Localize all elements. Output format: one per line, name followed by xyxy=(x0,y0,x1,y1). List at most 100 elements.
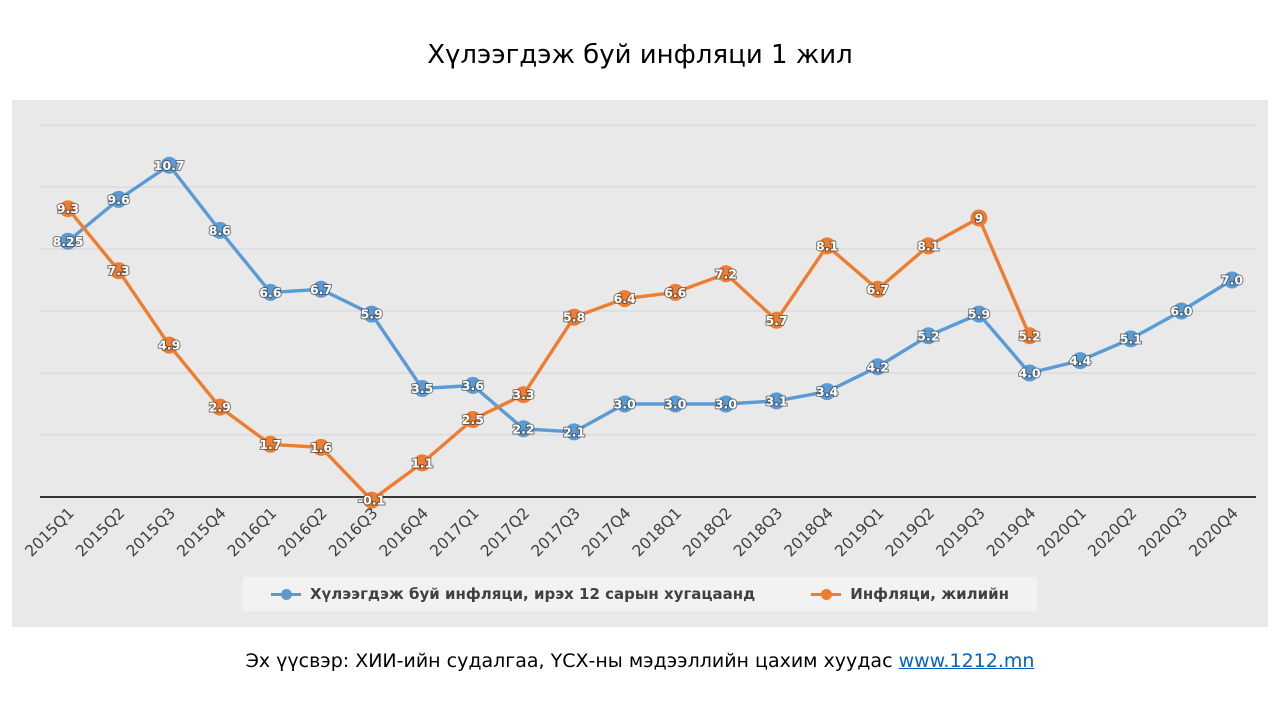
data-point xyxy=(919,237,937,255)
data-point-label: 2.9 xyxy=(209,400,231,415)
x-axis-label: 2016Q3 xyxy=(325,504,381,560)
x-axis-label: 2015Q2 xyxy=(72,504,128,560)
data-point xyxy=(1223,271,1241,289)
data-point xyxy=(363,491,381,509)
series-line-1 xyxy=(66,206,1032,502)
data-point xyxy=(464,411,482,428)
data-point-label: 8.1 xyxy=(816,238,838,253)
chart-canvas: 2015Q12015Q22015Q32015Q42016Q12016Q22016… xyxy=(22,124,1256,560)
x-axis-label: 2016Q2 xyxy=(275,504,331,560)
data-point xyxy=(616,395,634,413)
data-point-label: 6.6 xyxy=(664,285,686,300)
x-axis-label: 2017Q3 xyxy=(528,504,584,560)
data-point xyxy=(869,280,887,298)
data-point-label: 7.2 xyxy=(715,266,737,281)
data-point-label: 4.9 xyxy=(158,338,180,353)
data-point-label: 5.9 xyxy=(968,307,990,322)
data-point xyxy=(565,423,583,441)
data-point xyxy=(970,209,988,227)
data-point-label: 5.9 xyxy=(361,307,383,322)
data-point xyxy=(970,305,988,323)
source-note: Эх үүсвэр: ХИИ-ийн судалгаа, ҮСХ-ны мэдэ… xyxy=(0,650,1280,672)
data-point xyxy=(1021,327,1039,345)
data-point xyxy=(59,200,77,218)
data-point-label: 7.3 xyxy=(108,263,130,278)
data-point-label: 5.1 xyxy=(1120,331,1142,346)
data-point xyxy=(363,305,381,323)
data-point xyxy=(818,383,836,401)
data-point xyxy=(1122,330,1140,348)
data-point-label: 3.3 xyxy=(512,387,534,402)
data-point-label: 4.4 xyxy=(1069,353,1091,368)
data-point xyxy=(160,156,178,174)
x-axis-label: 2017Q2 xyxy=(477,504,533,560)
page-title: Хүлээгдэж буй инфляци 1 жил xyxy=(427,40,853,70)
data-point-label: 5.7 xyxy=(765,313,787,328)
data-point xyxy=(616,290,634,308)
data-point-label: 6.0 xyxy=(1170,304,1192,319)
chart: 2015Q1 2015Q2 2015Q3 2015Q4 2016Q1 2016Q2 2016… xyxy=(12,100,1268,627)
x-axis-label: 2018Q4 xyxy=(781,504,837,560)
data-point-label: 2.5 xyxy=(462,412,484,427)
x-axis-label: 2015Q4 xyxy=(173,504,229,560)
x-axis-label: 2015Q3 xyxy=(123,504,179,560)
x-axis-label: 2016Q4 xyxy=(376,504,432,560)
x-axis-label: 2019Q3 xyxy=(933,504,989,560)
data-point-label: 3.1 xyxy=(765,393,787,408)
line-marker-icon xyxy=(270,588,301,600)
data-point xyxy=(717,395,735,413)
data-point xyxy=(666,283,684,301)
data-point xyxy=(565,308,583,326)
x-axis-label: 2015Q1 xyxy=(22,504,78,560)
data-point-label: 6.6 xyxy=(259,285,281,300)
data-point-label: 8.25 xyxy=(53,234,84,249)
x-axis-label: 2020Q1 xyxy=(1034,504,1090,560)
data-point xyxy=(110,262,128,280)
data-point xyxy=(261,435,279,453)
data-point-label: 4.2 xyxy=(867,359,889,374)
data-point xyxy=(211,221,229,239)
data-point-label: 10.7 xyxy=(154,158,185,173)
data-point xyxy=(919,327,937,345)
data-point xyxy=(110,190,128,208)
data-point xyxy=(312,438,330,456)
data-point-label: 6.4 xyxy=(614,291,636,306)
x-axis-label: 2018Q2 xyxy=(680,504,736,560)
data-point-label: 6.7 xyxy=(310,282,332,297)
data-point xyxy=(666,395,684,413)
data-point-label: 9.3 xyxy=(57,201,79,216)
data-point-label: 4.0 xyxy=(1018,366,1040,381)
data-point-label: 7.0 xyxy=(1221,273,1243,288)
data-point-label: 9 xyxy=(975,211,984,226)
data-point xyxy=(413,454,431,472)
legend-label-expected-inflation: Хүлээгдэж буй инфляци, ирэх 12 сарын хуг… xyxy=(309,585,756,603)
data-point-label: 9.6 xyxy=(108,192,130,207)
data-point-label: 1.6 xyxy=(310,440,332,455)
data-point xyxy=(464,376,482,394)
legend-item-expected-inflation: Хүлээгдэж буй инфляци, ирэх 12 сарын хуг… xyxy=(270,585,756,603)
data-point xyxy=(261,283,279,301)
data-point-label: 3.0 xyxy=(614,397,636,412)
x-axis-label: 2016Q1 xyxy=(224,504,280,560)
source-link[interactable]: www.1212.mn xyxy=(898,650,1035,672)
series-line-0 xyxy=(66,163,1234,434)
data-point xyxy=(514,420,532,438)
x-axis-label: 2018Q1 xyxy=(629,504,685,560)
data-point xyxy=(818,237,836,255)
data-point-label: 1.1 xyxy=(411,455,433,470)
data-point xyxy=(768,311,786,329)
data-point xyxy=(413,380,431,397)
x-axis-label: 2019Q2 xyxy=(882,504,938,560)
data-point-label: -0.1 xyxy=(358,493,385,508)
data-point-label: 3.6 xyxy=(462,378,484,393)
data-point xyxy=(160,336,178,354)
data-point xyxy=(312,280,330,298)
data-point-label: 2.1 xyxy=(563,424,585,439)
x-axis-label: 2019Q4 xyxy=(983,504,1039,560)
data-point xyxy=(1071,352,1089,370)
legend-label-yearly-inflation: Инфляци, жилийн xyxy=(850,585,1010,603)
x-axis-label: 2020Q4 xyxy=(1186,504,1242,560)
data-point xyxy=(869,358,887,376)
x-axis-label: 2020Q3 xyxy=(1135,504,1191,560)
x-axis-label: 2018Q3 xyxy=(730,504,786,560)
